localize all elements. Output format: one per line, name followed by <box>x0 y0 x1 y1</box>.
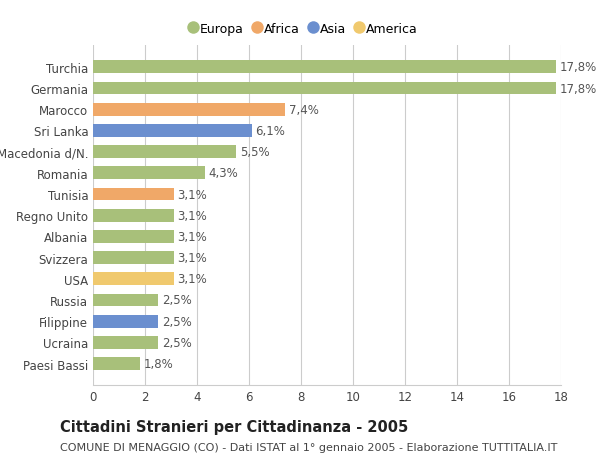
Bar <box>93 315 158 328</box>
Text: 17,8%: 17,8% <box>560 61 597 74</box>
Bar <box>93 83 556 95</box>
Bar <box>93 358 140 370</box>
Bar <box>93 230 173 243</box>
Legend: Europa, Africa, Asia, America: Europa, Africa, Asia, America <box>185 18 422 41</box>
Bar <box>93 273 173 285</box>
Bar <box>93 146 236 159</box>
Text: COMUNE DI MENAGGIO (CO) - Dati ISTAT al 1° gennaio 2005 - Elaborazione TUTTITALI: COMUNE DI MENAGGIO (CO) - Dati ISTAT al … <box>60 442 557 452</box>
Text: 3,1%: 3,1% <box>178 188 207 201</box>
Text: 1,8%: 1,8% <box>144 357 173 370</box>
Bar <box>93 252 173 264</box>
Bar <box>93 125 251 138</box>
Text: 3,1%: 3,1% <box>178 252 207 264</box>
Bar <box>93 336 158 349</box>
Text: 6,1%: 6,1% <box>256 125 286 138</box>
Text: 2,5%: 2,5% <box>162 294 191 307</box>
Bar <box>93 209 173 222</box>
Bar <box>93 104 286 116</box>
Bar <box>93 167 205 180</box>
Bar <box>93 188 173 201</box>
Text: 3,1%: 3,1% <box>178 273 207 285</box>
Bar <box>93 294 158 307</box>
Text: 4,3%: 4,3% <box>209 167 238 180</box>
Bar <box>93 62 556 74</box>
Text: 2,5%: 2,5% <box>162 336 191 349</box>
Text: 5,5%: 5,5% <box>240 146 269 159</box>
Text: 7,4%: 7,4% <box>289 103 319 117</box>
Text: 3,1%: 3,1% <box>178 230 207 243</box>
Text: 3,1%: 3,1% <box>178 209 207 222</box>
Text: Cittadini Stranieri per Cittadinanza - 2005: Cittadini Stranieri per Cittadinanza - 2… <box>60 419 408 434</box>
Text: 17,8%: 17,8% <box>560 82 597 95</box>
Text: 2,5%: 2,5% <box>162 315 191 328</box>
